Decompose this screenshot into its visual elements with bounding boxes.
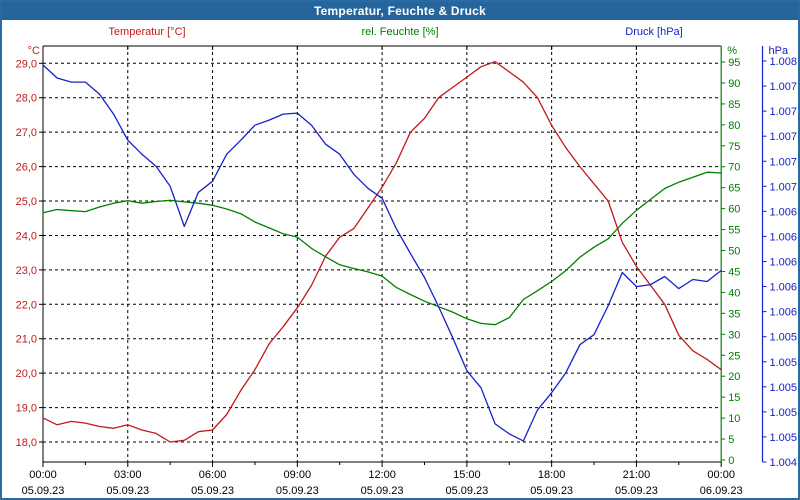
gridlines: [43, 46, 722, 462]
svg-text:25: 25: [728, 350, 740, 362]
svg-text:25,0: 25,0: [16, 196, 37, 208]
temperature-axis: 29,0 28,0 27,0 26,0 25,0 24,0 23,0 22,0 21,0 20,0…: [16, 45, 43, 449]
svg-text:1.007: 1.007: [770, 81, 798, 93]
svg-text:55: 55: [728, 225, 740, 237]
humidity-series-line: [42, 171, 722, 326]
svg-text:20: 20: [728, 371, 740, 383]
svg-text:00:00: 00:00: [29, 469, 57, 481]
svg-text:22,0: 22,0: [16, 299, 37, 311]
svg-text:15:00: 15:00: [453, 469, 481, 481]
svg-text:1.006: 1.006: [770, 206, 798, 218]
svg-text:1.008: 1.008: [770, 56, 798, 68]
svg-text:21:00: 21:00: [623, 469, 651, 481]
svg-text:45: 45: [728, 266, 740, 278]
svg-text:1.007: 1.007: [770, 156, 798, 168]
svg-text:29,0: 29,0: [16, 58, 37, 70]
svg-text:1.006: 1.006: [770, 307, 798, 319]
svg-text:30: 30: [728, 329, 740, 341]
svg-text:15: 15: [728, 392, 740, 404]
svg-text:%: %: [727, 45, 737, 57]
svg-text:1.005: 1.005: [770, 382, 798, 394]
svg-text:1.007: 1.007: [770, 181, 798, 193]
svg-text:1.007: 1.007: [770, 106, 798, 118]
svg-text:24,0: 24,0: [16, 230, 37, 242]
svg-text:°C: °C: [28, 45, 40, 57]
svg-text:27,0: 27,0: [16, 127, 37, 139]
svg-text:40: 40: [728, 287, 740, 299]
svg-text:1.007: 1.007: [770, 131, 798, 143]
svg-text:1.005: 1.005: [770, 407, 798, 419]
x-axis: 00:00 05.09.23 03:00 05.09.23 06:00 05.09.23 0…: [22, 462, 743, 497]
svg-text:05.09.23: 05.09.23: [530, 485, 573, 497]
legend-pressure-label: Druck [hPa]: [625, 26, 683, 38]
svg-text:18:00: 18:00: [538, 469, 566, 481]
svg-text:05.09.23: 05.09.23: [615, 485, 658, 497]
window-title: Temperatur, Feuchte & Druck: [2, 2, 798, 20]
svg-text:65: 65: [728, 183, 740, 195]
svg-text:19,0: 19,0: [16, 403, 37, 415]
svg-text:hPa: hPa: [769, 45, 789, 57]
top-ticks: [127, 46, 637, 50]
svg-text:00:00: 00:00: [707, 469, 735, 481]
svg-text:1.004: 1.004: [770, 457, 798, 469]
svg-text:06:00: 06:00: [199, 469, 227, 481]
svg-text:75: 75: [728, 141, 740, 153]
svg-text:05.09.23: 05.09.23: [276, 485, 319, 497]
svg-text:05.09.23: 05.09.23: [445, 485, 488, 497]
svg-text:06.09.23: 06.09.23: [700, 485, 743, 497]
svg-text:12:00: 12:00: [368, 469, 396, 481]
svg-text:50: 50: [728, 246, 740, 258]
svg-text:85: 85: [728, 99, 740, 111]
svg-text:26,0: 26,0: [16, 162, 37, 174]
svg-text:1.005: 1.005: [770, 357, 798, 369]
svg-text:1.006: 1.006: [770, 231, 798, 243]
svg-text:05.09.23: 05.09.23: [22, 485, 65, 497]
svg-text:1.006: 1.006: [770, 257, 798, 269]
svg-text:80: 80: [728, 120, 740, 132]
svg-text:20,0: 20,0: [16, 368, 37, 380]
svg-text:5: 5: [728, 434, 734, 446]
chart-plot-area: 29,0 28,0 27,0 26,0 25,0 24,0 23,0 22,0 21,0 20,0…: [16, 45, 798, 497]
svg-text:70: 70: [728, 162, 740, 174]
svg-text:09:00: 09:00: [284, 469, 312, 481]
temperature-series-line: [42, 60, 722, 443]
svg-text:05.09.23: 05.09.23: [191, 485, 234, 497]
svg-text:60: 60: [728, 204, 740, 216]
legend-temperature-label: Temperatur [°C]: [108, 26, 186, 38]
svg-text:95: 95: [728, 57, 740, 69]
svg-text:05.09.23: 05.09.23: [361, 485, 404, 497]
svg-text:18,0: 18,0: [16, 437, 37, 449]
svg-text:10: 10: [728, 413, 740, 425]
svg-text:1.006: 1.006: [770, 282, 798, 294]
svg-text:03:00: 03:00: [114, 469, 142, 481]
svg-text:90: 90: [728, 78, 740, 90]
svg-text:1.005: 1.005: [770, 432, 798, 444]
svg-text:05.09.23: 05.09.23: [106, 485, 149, 497]
legend-humidity-label: rel. Feuchte [%]: [361, 26, 439, 38]
svg-text:1.005: 1.005: [770, 332, 798, 344]
svg-text:0: 0: [728, 455, 734, 467]
svg-text:21,0: 21,0: [16, 334, 37, 346]
svg-text:35: 35: [728, 308, 740, 320]
pressure-axis: 1.008 1.007 1.007 1.007 1.007 1.007 1.006 1.006…: [761, 45, 798, 469]
svg-text:23,0: 23,0: [16, 265, 37, 277]
pressure-series-line: [42, 64, 722, 442]
svg-text:28,0: 28,0: [16, 93, 37, 105]
